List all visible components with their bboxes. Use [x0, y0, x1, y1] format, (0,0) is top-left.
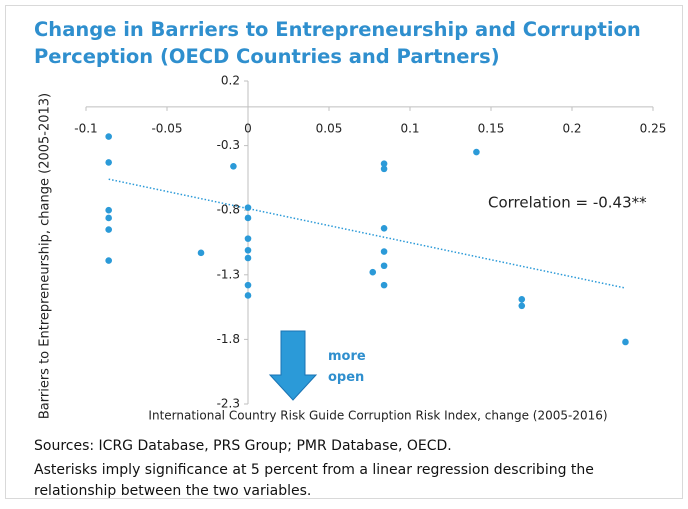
point [244, 214, 252, 222]
x-tick-label: 0.2 [562, 121, 581, 135]
point [244, 254, 252, 262]
x-tick-label: 0 [244, 121, 252, 135]
point [369, 268, 377, 276]
point [230, 162, 237, 170]
point [380, 160, 388, 167]
point [244, 292, 252, 299]
point [105, 133, 112, 140]
point [105, 206, 112, 214]
point [380, 262, 388, 270]
point [105, 214, 112, 222]
trendline [108, 178, 624, 289]
sources: Sources: ICRG Database, PRS Group; PMR D… [34, 438, 452, 454]
x-axis-label: International Country Risk Guide Corrupt… [148, 409, 607, 423]
point [380, 281, 388, 289]
point [105, 257, 112, 264]
point [380, 165, 388, 173]
point [105, 226, 112, 233]
plot: International Country Risk Guide Corrupt… [38, 74, 667, 423]
point [518, 296, 526, 303]
x-tick-label: 0.15 [478, 121, 505, 135]
point [622, 338, 629, 346]
x-tick-label: 0.05 [316, 121, 343, 135]
point [518, 302, 526, 310]
y-tick-label: 0.2 [221, 74, 240, 88]
point [473, 148, 480, 156]
y-tick-label: -1.8 [217, 332, 240, 346]
point [244, 235, 252, 242]
x-tick-label: -0.05 [151, 121, 182, 135]
chart-title: Change in Barriers to Entrepreneurship a… [34, 18, 641, 68]
x-tick-label: 0.1 [400, 121, 419, 135]
y-tick-label: -1.3 [217, 267, 240, 281]
y-tick-label: -0.3 [217, 138, 240, 152]
point [244, 204, 252, 211]
y-tick-label: -0.8 [217, 203, 240, 217]
chart: Change in Barriers to Entrepreneurship a… [5, 5, 683, 499]
point [244, 246, 252, 254]
point [380, 224, 388, 232]
arrow [268, 330, 318, 401]
point [197, 249, 205, 257]
x-tick-label: -0.1 [74, 121, 97, 135]
note: Asterisks imply significance at 5 percen… [34, 462, 594, 499]
annotation: Correlation = -0.43** [488, 194, 647, 212]
point [105, 159, 112, 166]
arrow-label: more open [328, 349, 366, 385]
y-tick-label: -2.3 [217, 397, 240, 411]
x-tick-label: 0.25 [640, 121, 667, 135]
point [244, 281, 252, 289]
point [380, 248, 388, 255]
y-axis-label: Barriers to Entrepreneurship, change (20… [38, 93, 53, 419]
